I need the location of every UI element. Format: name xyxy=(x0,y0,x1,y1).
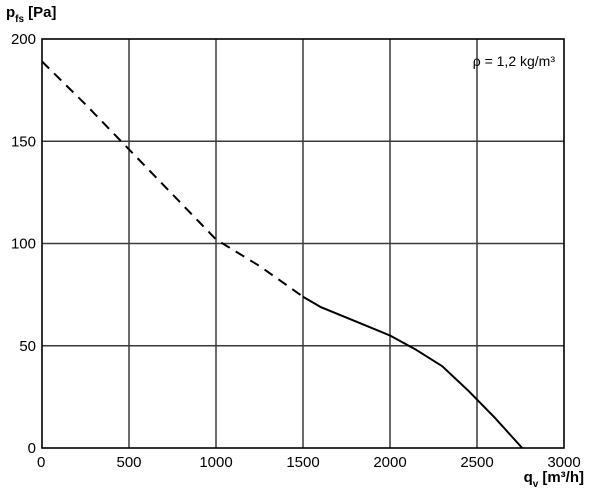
curve-series xyxy=(41,60,523,449)
y-axis-symbol: p xyxy=(6,4,15,21)
y-axis-subscript: fs xyxy=(15,14,24,25)
curve-solid-segment xyxy=(302,295,523,449)
y-axis-title: pfs [Pa] xyxy=(6,4,56,25)
x-tick-label: 3000 xyxy=(547,454,580,471)
grid-lines xyxy=(42,39,564,448)
x-axis-subscript: v xyxy=(533,479,539,490)
y-tick-label: 100 xyxy=(11,236,36,253)
y-axis-unit: [Pa] xyxy=(28,4,56,21)
y-tick-label: 150 xyxy=(11,133,36,150)
y-tick-label: 50 xyxy=(19,338,36,355)
y-tick-label: 0 xyxy=(28,440,36,457)
x-tick-label: 2500 xyxy=(460,454,493,471)
x-tick-labels: 0 500 1000 1500 2000 2500 3000 xyxy=(37,454,581,471)
x-tick-label: 0 xyxy=(37,454,45,471)
x-axis-symbol: q xyxy=(524,469,533,486)
density-annotation: ρ = 1,2 kg/m³ xyxy=(473,53,556,69)
x-tick-label: 2000 xyxy=(373,454,406,471)
x-axis-unit: [m³/h] xyxy=(542,469,584,486)
x-tick-label: 1500 xyxy=(286,454,319,471)
x-axis-title: qv [m³/h] xyxy=(524,469,584,490)
curve-dashed-segment xyxy=(41,60,304,298)
y-tick-labels: 0 50 100 150 200 xyxy=(11,31,36,457)
y-tick-label: 200 xyxy=(11,31,36,48)
x-tick-label: 500 xyxy=(116,454,141,471)
x-tick-label: 1000 xyxy=(199,454,232,471)
plot-frame xyxy=(41,38,565,449)
